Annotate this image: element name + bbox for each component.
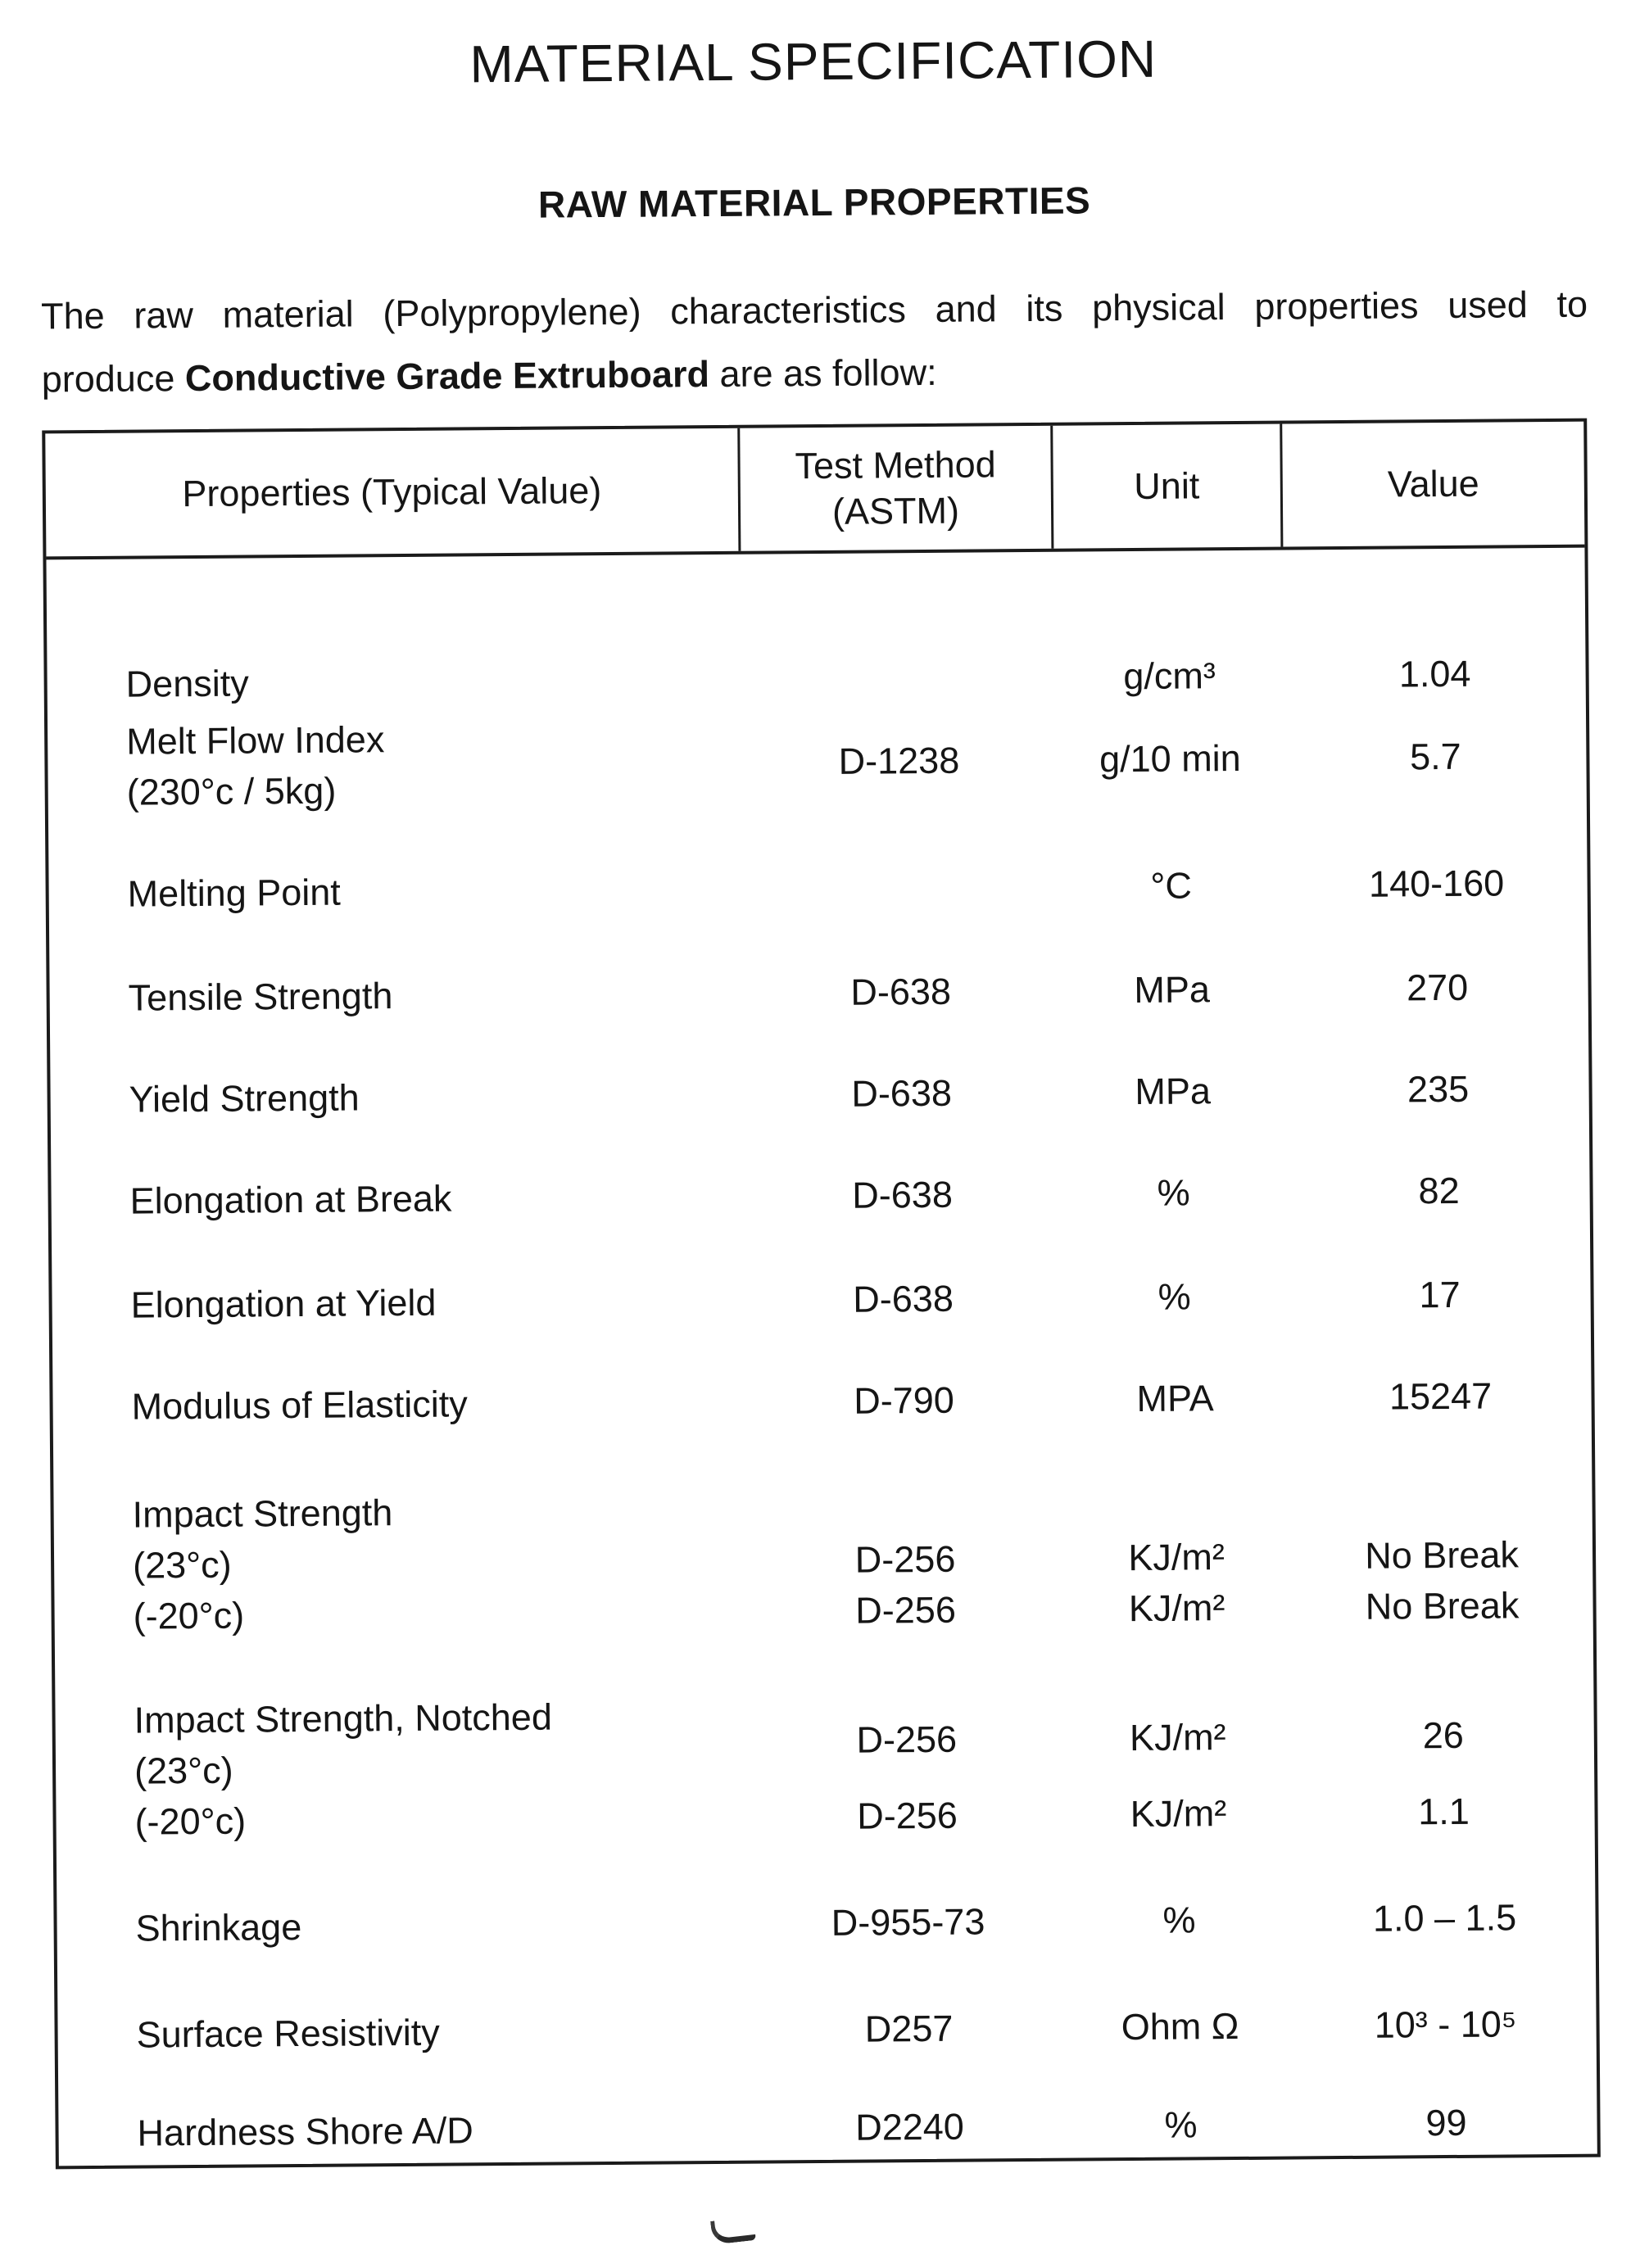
intro-line-2: produce Conductive Grade Extruboard are … [41,336,1588,411]
table-row-elongation-at-break: Elongation at Break D-638 % 82 [51,1165,1589,1228]
cell-unit: KJ/m² [1130,1792,1227,1836]
table-row-yield-strength: Yield Strength D-638 MPa 235 [50,1063,1588,1126]
table-row-modulus-of-elasticity: Modulus of Elasticity D-790 MPA 15247 [52,1370,1591,1433]
cell-value: 1.0 – 1.5 [1372,1896,1517,1940]
cell-unit: °C [1150,864,1193,908]
cell-unit: MPa [1134,968,1211,1012]
header-cell-properties: Properties (Typical Value) [45,428,741,557]
cell-value: 82 [1418,1170,1460,1212]
cell-value: 5.7 [1409,736,1461,778]
property-line-2: (230°c / 5kg) [126,770,337,814]
cell-property: Elongation at Break [129,1177,452,1223]
cell-method: D-790 [854,1379,955,1423]
table-row-melting-point: Melting Point °C 140-160 [48,858,1587,921]
table-row-melt-flow-index: Melt Flow Index (230°c / 5kg) D-1238 g/1… [48,705,1587,819]
product-name: Conductive Grade Extruboard [184,353,710,400]
cell-value: 17 [1419,1274,1461,1316]
cell-method: D-256 [854,1538,956,1582]
cell-method [748,1483,1061,1536]
cell-method [743,862,1056,915]
cell-method: D-638 [852,1174,954,1217]
intro-line-2-pre: produce [41,357,186,401]
cell-value: 140-160 [1368,862,1505,906]
cell-property: Modulus of Elasticity [131,1383,468,1428]
table-row-elongation-at-yield: Elongation at Yield D-638 % 17 [52,1269,1590,1332]
cell-unit: % [1164,2103,1198,2147]
cell-unit: KJ/m² [1129,1716,1226,1759]
header-cell-test-method: Test Method (ASTM) [740,426,1054,552]
cell-value: 270 [1406,967,1469,1009]
property-line-1: Melt Flow Index [126,718,385,763]
cell-property: Density [125,662,249,706]
cell-method: D-256 [857,1795,958,1838]
intro-line-1: The raw material (Polypropylene) charact… [40,283,1588,337]
table-row-shrinkage: Shrinkage D-955-73 % 1.0 – 1.5 [57,1892,1595,1955]
cell-method: D-638 [851,1072,953,1116]
scan-artifact-mark [710,2216,756,2245]
cell-method: D-955-73 [831,1900,985,1944]
property-line-2: (23°c) [134,1750,233,1792]
properties-table: Properties (Typical Value) Test Method (… [42,419,1601,2170]
cell-method: D-256 [856,1718,958,1762]
cell-unit: % [1158,1275,1191,1319]
cell-property: (23°c) [132,1544,232,1587]
cell-value: 26 [1422,1714,1465,1757]
scanned-document-page: MATERIAL SPECIFICATION RAW MATERIAL PROP… [0,26,1640,2268]
table-row-surface-resistivity: Surface Resistivity D257 Ohm Ω 10³ - 10⁵ [57,1999,1596,2062]
cell-value: No Break [1365,1533,1520,1578]
cell-property: Impact Strength, Notched (23°c) [55,1691,750,1798]
cell-value: No Break [1365,1584,1520,1628]
cell-property: Melting Point [127,871,342,916]
cell-unit: g/cm³ [1123,654,1216,698]
cell-unit: KJ/m² [1128,1536,1225,1579]
cell-property: Elongation at Yield [130,1282,437,1327]
cell-method: D-256 [855,1589,957,1632]
cell-value: 235 [1407,1068,1470,1111]
table-row-hardness-shore: Hardness Shore A/D D2240 % 99 [58,2097,1597,2160]
page-title: MATERIAL SPECIFICATION [469,29,1158,94]
cell-property: Impact Strength [132,1492,393,1537]
cell-value: 99 [1425,2102,1467,2144]
cell-value [1290,1478,1592,1532]
table-header-row: Properties (Typical Value) Test Method (… [45,422,1585,560]
cell-method: D-638 [853,1278,954,1321]
cell-property: (-20°c) [134,1799,247,1843]
table-row-impact-strength-notched-23c: Impact Strength, Notched (23°c) D-256 KJ… [55,1684,1594,1798]
cell-method: D257 [864,2008,954,2051]
cell-unit [1061,1481,1290,1533]
cell-method: D-638 [850,971,952,1014]
cell-property: (-20°c) [133,1594,245,1638]
cell-value: 15247 [1389,1374,1493,1418]
cell-value: 1.1 [1418,1790,1470,1833]
cell-property: Melt Flow Index (230°c / 5kg) [48,712,743,819]
cell-unit: % [1157,1171,1190,1215]
cell-unit: MPA [1136,1377,1214,1420]
cell-unit: g/10 min [1099,737,1241,781]
cell-property: Surface Resistivity [136,2012,440,2056]
table-row-tensile-strength: Tensile Strength D-638 MPa 270 [49,962,1588,1025]
intro-line-2-post: are as follow: [709,351,937,396]
cell-method [741,652,1054,705]
table-body: Density g/cm³ 1.04 Melt Flow Index (230°… [46,548,1597,2166]
cell-method: D-1238 [838,740,960,783]
cell-property: Shrinkage [135,1906,302,1949]
cell-property: Hardness Shore A/D [137,2109,473,2154]
intro-paragraph: The raw material (Polypropylene) charact… [41,273,1588,411]
property-line-1: Impact Strength, Notched [134,1695,553,1741]
cell-unit: KJ/m² [1128,1587,1225,1630]
cell-method: D2240 [855,2106,965,2149]
cell-property: Yield Strength [129,1076,360,1121]
section-subtitle: RAW MATERIAL PROPERTIES [537,179,1091,227]
cell-value: 1.04 [1398,653,1471,695]
table-row-density: Density g/cm³ 1.04 [47,648,1585,711]
header-cell-unit: Unit [1053,423,1284,550]
header-cell-value: Value [1387,463,1479,505]
cell-value: 10³ - 10⁵ [1374,2003,1517,2047]
cell-unit: % [1162,1899,1196,1942]
cell-unit: Ohm Ω [1121,2005,1239,2048]
cell-unit: MPa [1135,1070,1212,1113]
cell-property: Tensile Strength [128,975,393,1020]
